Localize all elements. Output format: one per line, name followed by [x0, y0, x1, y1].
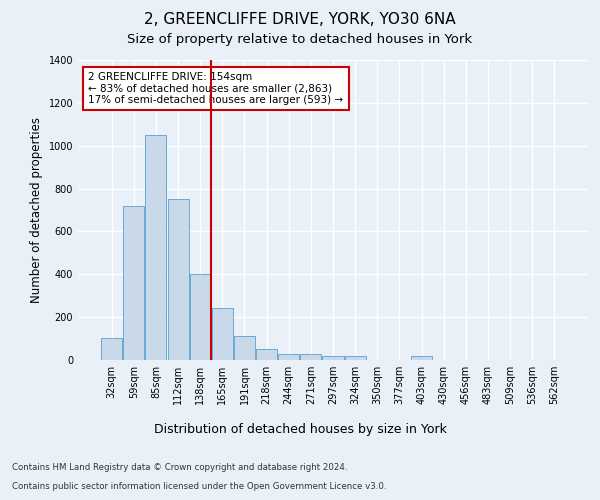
Text: 2 GREENCLIFFE DRIVE: 154sqm
← 83% of detached houses are smaller (2,863)
17% of : 2 GREENCLIFFE DRIVE: 154sqm ← 83% of det… [88, 72, 343, 105]
Bar [256, 350, 277, 360]
Bar [322, 356, 344, 360]
Bar [301, 354, 322, 360]
Bar [344, 356, 365, 360]
Bar [278, 354, 299, 360]
Bar [145, 135, 166, 360]
Bar [167, 200, 188, 360]
Text: Distribution of detached houses by size in York: Distribution of detached houses by size … [154, 422, 446, 436]
Bar [124, 206, 145, 360]
Bar [190, 274, 211, 360]
Y-axis label: Number of detached properties: Number of detached properties [30, 117, 43, 303]
Text: 2, GREENCLIFFE DRIVE, YORK, YO30 6NA: 2, GREENCLIFFE DRIVE, YORK, YO30 6NA [144, 12, 456, 28]
Text: Size of property relative to detached houses in York: Size of property relative to detached ho… [127, 32, 473, 46]
Text: Contains HM Land Registry data © Crown copyright and database right 2024.: Contains HM Land Registry data © Crown c… [12, 464, 347, 472]
Bar [234, 336, 255, 360]
Bar [411, 356, 432, 360]
Bar [212, 308, 233, 360]
Text: Contains public sector information licensed under the Open Government Licence v3: Contains public sector information licen… [12, 482, 386, 491]
Bar [101, 338, 122, 360]
